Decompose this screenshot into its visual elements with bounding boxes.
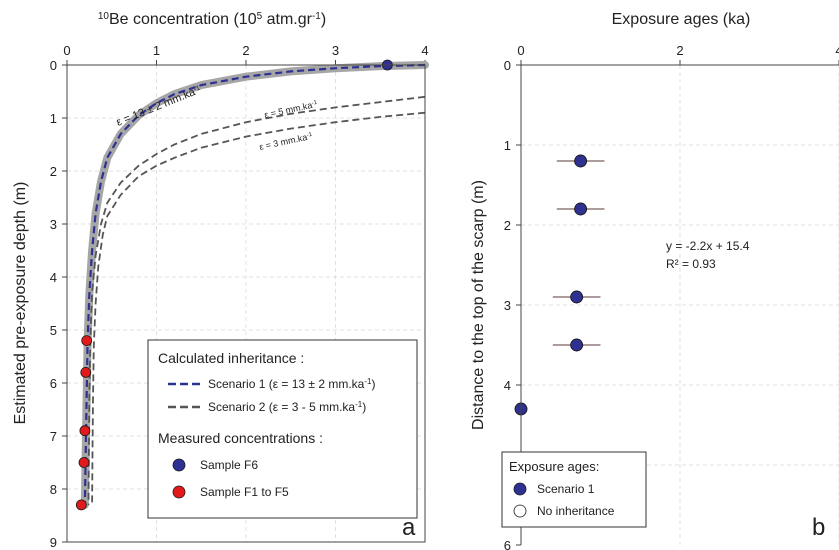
series-a-3 — [91, 111, 426, 505]
data-point-b-0-0 — [574, 154, 588, 168]
legend-a-marker1-label: Sample F6 — [200, 458, 258, 472]
legend-a-marker2-label: Sample F1 to F5 — [200, 485, 289, 499]
sample-point-a-2 — [80, 366, 92, 378]
legend-a-line2-label: Scenario 2 (ε = 3 - 5 mm.ka-1) — [208, 400, 366, 415]
tick-label-a-x: 0 — [63, 43, 70, 58]
sample-point-a-3 — [79, 425, 91, 437]
points-b — [514, 154, 605, 416]
legend-a-box — [147, 339, 418, 519]
chart-a-title: 10Be concentration (105 atm.gr-1) — [98, 11, 326, 29]
tick-label-a-x: 4 — [421, 43, 428, 58]
tick-label-a-y: 9 — [50, 535, 57, 550]
tick-label-a-y: 4 — [50, 270, 57, 285]
tick-label-a-x: 3 — [332, 43, 339, 58]
y-axis-label-b: Distance to the top of the scarp (m) — [470, 180, 487, 430]
curve-label-scenario2a-sup: -1 — [311, 100, 318, 107]
y-axis-label-a: Estimated pre-exposure depth (m) — [12, 182, 29, 425]
plot-frame-a — [66, 64, 426, 543]
curve-label-scenario2b-text: ε = 3 mm.ka — [258, 132, 308, 152]
title-a-isotope-mass: 10 — [98, 11, 110, 22]
curve-label-scenario2b-sup: -1 — [306, 132, 313, 139]
tick-label-a-y: 5 — [50, 323, 57, 338]
tick-label-b-x: 4 — [835, 43, 839, 58]
series-a-2 — [87, 95, 426, 505]
legend-a-line2-sup: -1 — [355, 400, 363, 409]
legend-b: Exposure ages: Scenario 1 No inheritance — [501, 451, 647, 528]
tick-label-a-y: 6 — [50, 376, 57, 391]
tick-label-b-y: 1 — [504, 138, 511, 153]
title-a-close: ) — [321, 11, 326, 28]
panel-a: 10Be concentration (105 atm.gr-1) 0 1 2 3 40… — [12, 11, 429, 550]
tick-label-a-y: 8 — [50, 482, 57, 497]
tick-label-a-y: 0 — [50, 58, 57, 73]
tick-label-b-y: 6 — [504, 538, 511, 550]
legend-b-marker1 — [513, 482, 527, 496]
sample-point-a-4 — [78, 457, 90, 468]
legend-a-marker2 — [172, 485, 186, 499]
grid-a — [67, 65, 425, 542]
curve-label-scenario2b: ε = 3 mm.ka-1 — [258, 131, 314, 152]
tick-label-b-y: 0 — [504, 58, 511, 73]
tick-label-b-y: 4 — [504, 378, 511, 393]
tick-label-b-y: 3 — [504, 298, 511, 313]
curve-label-scenario2a: ε = 5 mm.ka-1 — [263, 99, 319, 120]
tick-label-a-x: 1 — [153, 43, 160, 58]
data-point-b-0-2 — [570, 290, 584, 304]
points-a — [75, 59, 393, 511]
panel-letter-a: a — [402, 514, 416, 541]
legend-a-heading1: Calculated inheritance : — [158, 350, 304, 366]
curve-label-scenario1: ε = 13 ± 2 mm.ka-1 — [115, 84, 203, 129]
panel-b: Exposure ages (ka) 0240123456 Distance t… — [470, 11, 839, 550]
trendline-r2: R² = 0.93 — [666, 257, 716, 271]
title-a-unit: atm.gr — [262, 11, 312, 28]
legend-b-item1-label: Scenario 1 — [537, 482, 595, 496]
legend-a-line1-label: Scenario 1 (ε = 13 ± 2 mm.ka-1) — [208, 377, 375, 392]
tick-label-a-y: 1 — [50, 111, 57, 126]
legend-b-heading: Exposure ages: — [509, 459, 599, 474]
title-a-main: Be concentration (10 — [109, 11, 257, 28]
curve-label-scenario2a-text: ε = 5 mm.ka — [263, 100, 313, 120]
tick-label-a-y: 2 — [50, 164, 57, 179]
legend-b-item2-label: No inheritance — [537, 504, 615, 518]
legend-a: Calculated inheritance : Scenario 1 (ε =… — [147, 339, 418, 519]
sample-point-a-5 — [75, 499, 87, 511]
legend-a-line2-close: ) — [362, 400, 366, 414]
title-a-exp: 5 — [257, 11, 263, 22]
legend-b-marker2 — [513, 504, 527, 518]
legend-a-line1-sup: -1 — [364, 377, 372, 386]
data-point-b-0-1 — [574, 202, 588, 216]
trendline-equation: y = -2.2x + 15.4 — [666, 239, 750, 253]
legend-a-line1-text: Scenario 1 (ε = 13 ± 2 mm.ka — [208, 377, 365, 391]
title-a-unit-exp: -1 — [312, 11, 321, 22]
tick-label-a-y: 7 — [50, 429, 57, 444]
tick-label-b-x: 2 — [676, 43, 683, 58]
legend-a-line1-close: ) — [371, 377, 375, 391]
tick-label-a-x: 2 — [242, 43, 249, 58]
tick-label-b-y: 2 — [504, 218, 511, 233]
legend-a-line2-text: Scenario 2 (ε = 3 - 5 mm.ka — [208, 400, 355, 414]
legend-a-heading2: Measured concentrations : — [158, 430, 323, 446]
ticks-a: 0 1 2 3 4 0 1 2 3 4 5 6 7 8 9 — [50, 43, 429, 550]
data-point-b-0-3 — [570, 338, 584, 352]
tick-label-a-y: 3 — [50, 217, 57, 232]
sample-point-a-1 — [81, 335, 93, 347]
tick-label-b-x: 0 — [517, 43, 524, 58]
legend-a-marker1 — [172, 458, 186, 472]
chart-b-title: Exposure ages (ka) — [612, 11, 751, 28]
curve-label-scenario1-sup: -1 — [193, 84, 201, 93]
panel-letter-b: b — [812, 514, 825, 541]
